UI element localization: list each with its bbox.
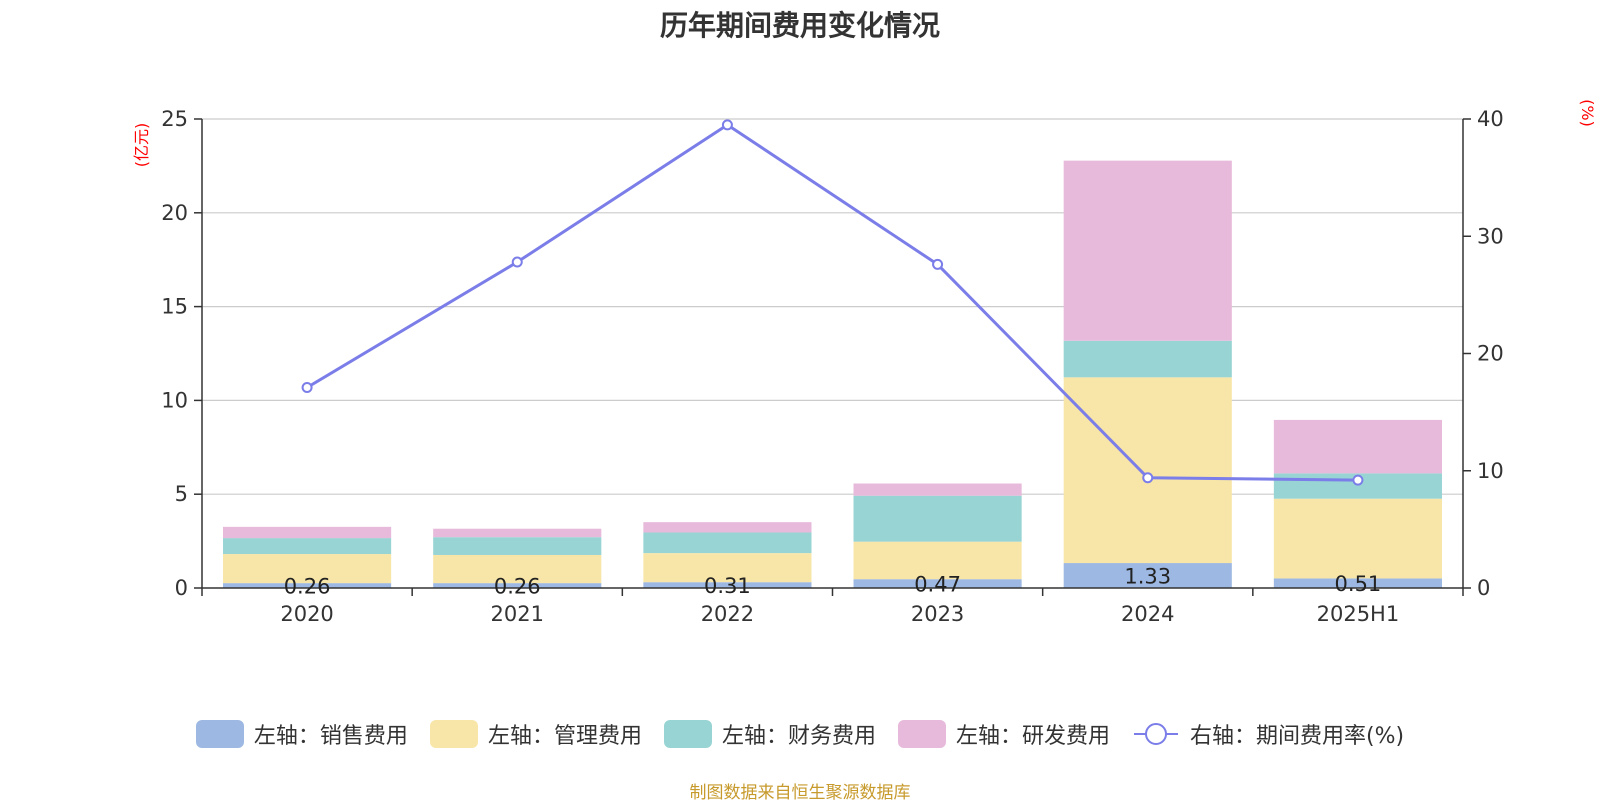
- left-axis-tick-label: 20: [161, 201, 188, 225]
- bar-segment: [853, 483, 1022, 496]
- rate-line: [306, 123, 1358, 482]
- bar-segment: [643, 522, 812, 533]
- legend-label: 右轴：期间费用率(%): [1189, 724, 1405, 749]
- right-axis-tick-label: 20: [1477, 342, 1504, 366]
- rate-point: [511, 256, 523, 268]
- right-axis-tick-label: 10: [1477, 459, 1504, 483]
- bar-segment: [223, 583, 392, 588]
- legend-label: 左轴：财务费用: [721, 724, 876, 749]
- bar-segment: [433, 554, 602, 584]
- right-axis-tick-label: 0: [1477, 576, 1490, 600]
- bar-segment: [433, 583, 602, 588]
- rate-point: [721, 119, 733, 131]
- left-axis-unit: (亿元): [132, 123, 151, 168]
- chart-title: 历年期间费用变化情况: [659, 9, 940, 42]
- left-axis-tick-label: 0: [175, 576, 188, 600]
- legend-swatch: [663, 720, 712, 748]
- right-axis-tick-label: 40: [1477, 107, 1504, 131]
- rate-point: [301, 382, 313, 394]
- bar-data-label: 0.31: [704, 574, 751, 598]
- bar-segment: [643, 553, 812, 583]
- x-axis-tick-label: 2025H1: [1317, 602, 1400, 626]
- legend-swatch: [897, 720, 946, 748]
- left-axis-tick-label: 25: [161, 107, 188, 131]
- bar-segment: [643, 532, 812, 554]
- data-labels: 0.26 0.26 0.31 0.47 1.33 0.51: [284, 565, 1382, 599]
- bar-segment: [223, 554, 392, 584]
- legend-line-marker: [1133, 723, 1178, 745]
- x-axis-tick-label: 2023: [911, 602, 964, 626]
- left-axis-tick-label: 10: [161, 388, 188, 412]
- legend-swatch: [195, 720, 244, 748]
- grid-lines: [202, 118, 1463, 495]
- bar-data-label: 1.33: [1124, 565, 1171, 589]
- rate-point: [1142, 472, 1154, 484]
- bar-segment: [223, 538, 392, 555]
- rate-point: [1352, 474, 1364, 486]
- source-note: 制图数据来自恒生聚源数据库: [689, 783, 911, 803]
- bar-data-label: 0.26: [494, 575, 541, 599]
- bar-segment: [433, 528, 602, 538]
- left-axis-tick-label: 5: [175, 482, 188, 506]
- bar-segment: [853, 495, 1022, 542]
- bar-group: [223, 160, 1442, 588]
- bar-data-label: 0.26: [284, 575, 331, 599]
- bar-segment: [1273, 498, 1442, 579]
- legend: 左轴：销售费用 左轴：管理费用 左轴：财务费用 左轴：研发费用 右轴：期间费用率(%): [0, 718, 1600, 750]
- legend-label: 左轴：销售费用: [253, 724, 408, 749]
- legend-label: 左轴：研发费用: [955, 724, 1110, 749]
- legend-item[interactable]: 左轴：管理费用: [429, 718, 642, 750]
- x-axis-tick-label: 2021: [491, 602, 544, 626]
- x-axis-tick-label: 2024: [1121, 602, 1174, 626]
- right-axis-unit: (%): [1578, 99, 1597, 127]
- bar-segment: [853, 541, 1022, 580]
- line-series: [301, 119, 1364, 486]
- bar-segment: [1273, 578, 1442, 588]
- bar-segment: [223, 526, 392, 539]
- bar-segment: [1273, 419, 1442, 474]
- x-axis-tick-label: 2020: [280, 602, 333, 626]
- bar-data-label: 0.47: [914, 573, 961, 597]
- bar-segment: [1063, 563, 1232, 588]
- bar-segment: [1063, 160, 1232, 341]
- bar-data-label: 0.51: [1335, 572, 1382, 596]
- legend-item[interactable]: 左轴：销售费用: [195, 718, 408, 750]
- legend-label: 左轴：管理费用: [487, 724, 642, 749]
- bar-segment: [1063, 377, 1232, 564]
- legend-item[interactable]: 左轴：财务费用: [663, 718, 876, 750]
- bar-segment: [433, 537, 602, 555]
- bar-segment: [1063, 340, 1232, 378]
- x-axis-tick-label: 2022: [701, 602, 754, 626]
- legend-swatch: [429, 720, 478, 748]
- bar-segment: [643, 582, 812, 588]
- left-axis-tick-label: 15: [161, 295, 188, 319]
- right-axis-tick-label: 30: [1477, 224, 1504, 248]
- axes: 0 5 10 15 20 25 0 10 20 30 40 (亿元) (%) 2020 2021 2022 20…: [132, 99, 1597, 626]
- legend-item[interactable]: 右轴：期间费用率(%): [1132, 718, 1404, 750]
- bar-segment: [853, 579, 1022, 588]
- legend-item[interactable]: 左轴：研发费用: [897, 718, 1110, 750]
- rate-point: [932, 258, 944, 270]
